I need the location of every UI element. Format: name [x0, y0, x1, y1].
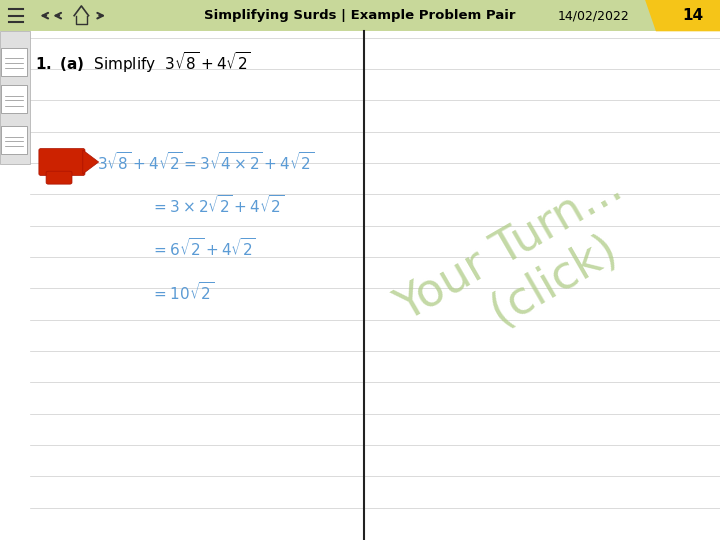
FancyBboxPatch shape: [1, 48, 27, 76]
Text: $=10\sqrt{2}$: $=10\sqrt{2}$: [151, 281, 215, 302]
Text: $3\sqrt{8}+4\sqrt{2}=3\sqrt{4\times2}+4\sqrt{2}$: $3\sqrt{8}+4\sqrt{2}=3\sqrt{4\times2}+4\…: [97, 151, 314, 173]
Text: $\mathbf{1.\ (a)}\ \ \mathrm{Simplify}\ \ 3\sqrt{8}+4\sqrt{2}$: $\mathbf{1.\ (a)}\ \ \mathrm{Simplify}\ …: [35, 50, 250, 75]
Polygon shape: [645, 0, 720, 31]
Text: Simplifying Surds | Example Problem Pair: Simplifying Surds | Example Problem Pair: [204, 9, 516, 22]
Text: $=3\times2\sqrt{2}+4\sqrt{2}$: $=3\times2\sqrt{2}+4\sqrt{2}$: [151, 194, 284, 216]
Text: 14: 14: [682, 8, 703, 23]
FancyBboxPatch shape: [0, 0, 126, 31]
FancyBboxPatch shape: [46, 171, 72, 184]
Polygon shape: [83, 150, 99, 174]
FancyBboxPatch shape: [0, 0, 720, 31]
Text: 14/02/2022: 14/02/2022: [558, 9, 630, 22]
FancyBboxPatch shape: [1, 85, 27, 113]
FancyBboxPatch shape: [1, 126, 27, 154]
Text: $=6\sqrt{2}+4\sqrt{2}$: $=6\sqrt{2}+4\sqrt{2}$: [151, 238, 256, 259]
FancyBboxPatch shape: [0, 31, 30, 164]
Text: Your Turn...
   (click): Your Turn... (click): [388, 165, 656, 375]
FancyBboxPatch shape: [39, 148, 85, 176]
